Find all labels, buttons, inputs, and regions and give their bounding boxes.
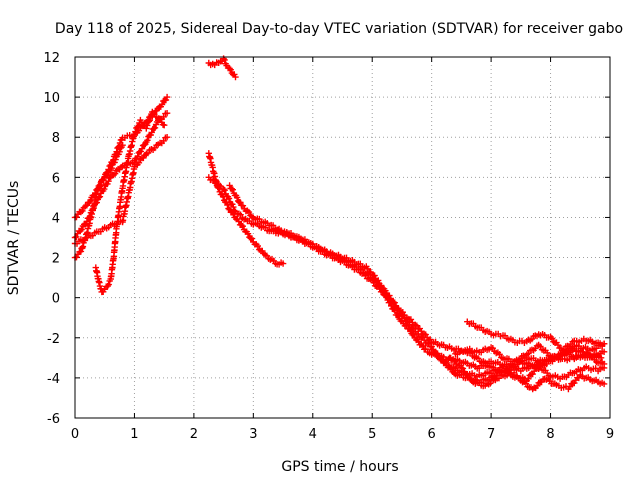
x-tick-label: 4 bbox=[309, 427, 317, 442]
series-markers bbox=[205, 55, 239, 81]
x-tick-label: 8 bbox=[546, 427, 554, 442]
x-tick-label: 6 bbox=[428, 427, 436, 442]
y-tick-label: 10 bbox=[43, 91, 60, 106]
series-markers bbox=[452, 341, 608, 368]
plot-frame bbox=[74, 56, 611, 419]
y-tick-label: 12 bbox=[43, 51, 60, 66]
y-tick-label: 6 bbox=[52, 171, 60, 186]
series-s9 bbox=[226, 182, 608, 379]
series-markers bbox=[428, 346, 608, 386]
series-markers bbox=[226, 182, 608, 379]
x-tick-label: 0 bbox=[71, 427, 79, 442]
y-tick-label: 4 bbox=[52, 211, 60, 226]
series-s13 bbox=[428, 346, 608, 386]
series-s11 bbox=[464, 318, 608, 354]
series-markers bbox=[464, 318, 608, 354]
x-tick-label: 3 bbox=[249, 427, 257, 442]
series-markers bbox=[205, 174, 605, 372]
x-tick-label: 5 bbox=[368, 427, 376, 442]
y-axis-label: SDTVAR / TECUs bbox=[6, 181, 22, 296]
x-tick-label: 2 bbox=[190, 427, 198, 442]
y-tick-label: -4 bbox=[47, 372, 60, 387]
y-tick-label: 8 bbox=[52, 131, 60, 146]
y-tick-label: -6 bbox=[47, 412, 60, 427]
series-s6 bbox=[205, 55, 239, 81]
series-s8 bbox=[205, 174, 605, 372]
series-markers bbox=[92, 108, 168, 296]
y-tick-label: -2 bbox=[47, 332, 60, 347]
x-tick-label: 1 bbox=[130, 427, 138, 442]
x-tick-label: 9 bbox=[606, 427, 614, 442]
x-tick-label: 7 bbox=[487, 427, 495, 442]
series-s14 bbox=[452, 341, 608, 368]
x-axis-label: GPS time / hours bbox=[281, 459, 398, 475]
y-tick-label: 2 bbox=[52, 252, 60, 267]
gridlines bbox=[75, 57, 610, 418]
chart-title: Day 118 of 2025, Sidereal Day-to-day VTE… bbox=[55, 21, 623, 37]
data-series bbox=[71, 55, 608, 393]
y-tick-label: 0 bbox=[52, 292, 60, 307]
series-s5 bbox=[92, 108, 168, 296]
